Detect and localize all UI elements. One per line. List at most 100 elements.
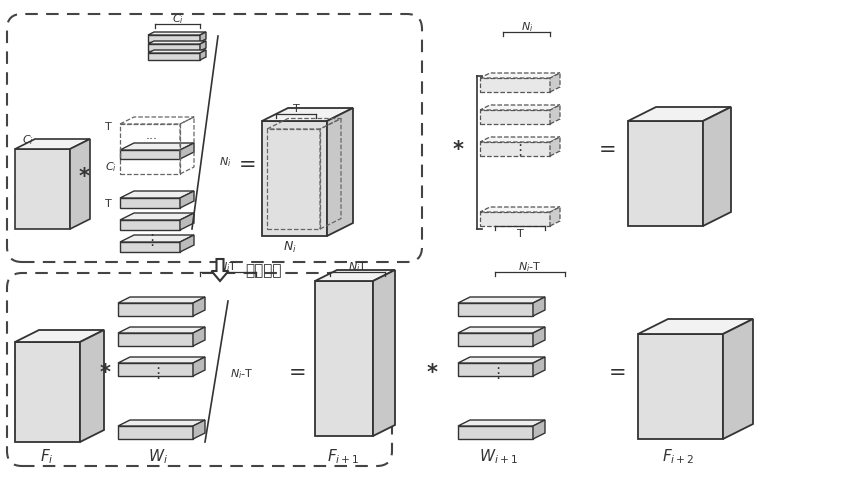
- Text: =: =: [289, 362, 307, 382]
- Polygon shape: [15, 140, 90, 150]
- Polygon shape: [550, 74, 560, 93]
- Text: $N_{i}$T: $N_{i}$T: [348, 259, 368, 273]
- Polygon shape: [480, 74, 560, 79]
- Polygon shape: [458, 327, 545, 333]
- Polygon shape: [458, 333, 533, 346]
- Text: *: *: [426, 362, 437, 382]
- Polygon shape: [180, 236, 194, 253]
- Polygon shape: [458, 363, 533, 376]
- Text: $N_{i}$-T: $N_{i}$-T: [518, 259, 542, 273]
- Polygon shape: [118, 420, 205, 426]
- Polygon shape: [480, 106, 560, 111]
- Polygon shape: [458, 357, 545, 363]
- Text: $N_{i}$T: $N_{i}$T: [218, 259, 238, 273]
- Polygon shape: [550, 208, 560, 227]
- Polygon shape: [373, 271, 395, 436]
- Polygon shape: [480, 138, 560, 143]
- Polygon shape: [15, 342, 80, 442]
- Text: $N_{i}$: $N_{i}$: [521, 20, 533, 34]
- Text: =: =: [239, 155, 257, 175]
- Polygon shape: [262, 109, 353, 122]
- Polygon shape: [200, 42, 206, 52]
- Polygon shape: [120, 192, 194, 198]
- Text: $N_{i}$-T: $N_{i}$-T: [230, 366, 254, 380]
- Polygon shape: [458, 420, 545, 426]
- Polygon shape: [628, 122, 703, 227]
- Text: *: *: [78, 166, 90, 187]
- Polygon shape: [315, 271, 395, 281]
- Polygon shape: [533, 420, 545, 439]
- Polygon shape: [148, 33, 206, 36]
- Text: ⋮: ⋮: [512, 143, 528, 158]
- Polygon shape: [180, 144, 194, 160]
- Polygon shape: [148, 42, 206, 45]
- Text: $F_{i}$: $F_{i}$: [40, 446, 53, 465]
- Polygon shape: [70, 140, 90, 229]
- Text: ⋮: ⋮: [491, 365, 505, 380]
- Polygon shape: [120, 221, 180, 230]
- Polygon shape: [703, 108, 731, 227]
- Polygon shape: [193, 327, 205, 346]
- Polygon shape: [120, 151, 180, 160]
- Polygon shape: [480, 79, 550, 93]
- Text: $W_{i}$: $W_{i}$: [148, 446, 168, 465]
- Polygon shape: [148, 45, 200, 52]
- Polygon shape: [533, 357, 545, 376]
- Text: $W_{i+1}$: $W_{i+1}$: [479, 446, 517, 465]
- Polygon shape: [480, 111, 550, 125]
- Polygon shape: [180, 192, 194, 209]
- Polygon shape: [193, 420, 205, 439]
- Polygon shape: [118, 363, 193, 376]
- Text: $N_{i}$: $N_{i}$: [283, 240, 297, 255]
- Polygon shape: [458, 426, 533, 439]
- Polygon shape: [723, 319, 753, 439]
- Polygon shape: [118, 297, 205, 303]
- Polygon shape: [262, 122, 327, 237]
- Polygon shape: [327, 109, 353, 237]
- Text: T: T: [105, 122, 112, 132]
- Text: $F_{i+2}$: $F_{i+2}$: [662, 446, 694, 465]
- Text: ⋮: ⋮: [145, 232, 159, 247]
- Polygon shape: [80, 330, 104, 442]
- Polygon shape: [550, 138, 560, 157]
- Polygon shape: [180, 213, 194, 230]
- Polygon shape: [458, 303, 533, 317]
- Polygon shape: [480, 143, 550, 157]
- Polygon shape: [533, 327, 545, 346]
- Text: T: T: [105, 198, 112, 209]
- FancyArrow shape: [212, 259, 228, 281]
- Polygon shape: [628, 108, 731, 122]
- Text: $C_{i}$: $C_{i}$: [172, 12, 184, 26]
- Text: 模型压缩: 模型压缩: [245, 263, 282, 278]
- Text: $C_{i}$: $C_{i}$: [22, 133, 34, 147]
- Polygon shape: [118, 303, 193, 317]
- Polygon shape: [120, 242, 180, 253]
- Polygon shape: [193, 357, 205, 376]
- Polygon shape: [315, 281, 373, 436]
- Polygon shape: [120, 198, 180, 209]
- Polygon shape: [533, 297, 545, 317]
- Polygon shape: [480, 208, 560, 212]
- Text: ⋮: ⋮: [151, 365, 165, 380]
- Text: T: T: [293, 104, 300, 114]
- Polygon shape: [15, 150, 70, 229]
- Text: *: *: [453, 140, 463, 160]
- Polygon shape: [118, 327, 205, 333]
- Polygon shape: [193, 297, 205, 317]
- Polygon shape: [200, 51, 206, 61]
- Polygon shape: [550, 106, 560, 125]
- Polygon shape: [148, 36, 200, 43]
- Text: =: =: [610, 362, 627, 382]
- Polygon shape: [118, 426, 193, 439]
- Polygon shape: [15, 330, 104, 342]
- Text: $F_{i+1}$: $F_{i+1}$: [326, 446, 359, 465]
- Polygon shape: [148, 51, 206, 54]
- Polygon shape: [118, 333, 193, 346]
- Polygon shape: [458, 297, 545, 303]
- Polygon shape: [148, 54, 200, 61]
- Text: =: =: [599, 140, 616, 160]
- Polygon shape: [120, 144, 194, 151]
- Polygon shape: [200, 33, 206, 43]
- Polygon shape: [120, 236, 194, 242]
- Polygon shape: [118, 357, 205, 363]
